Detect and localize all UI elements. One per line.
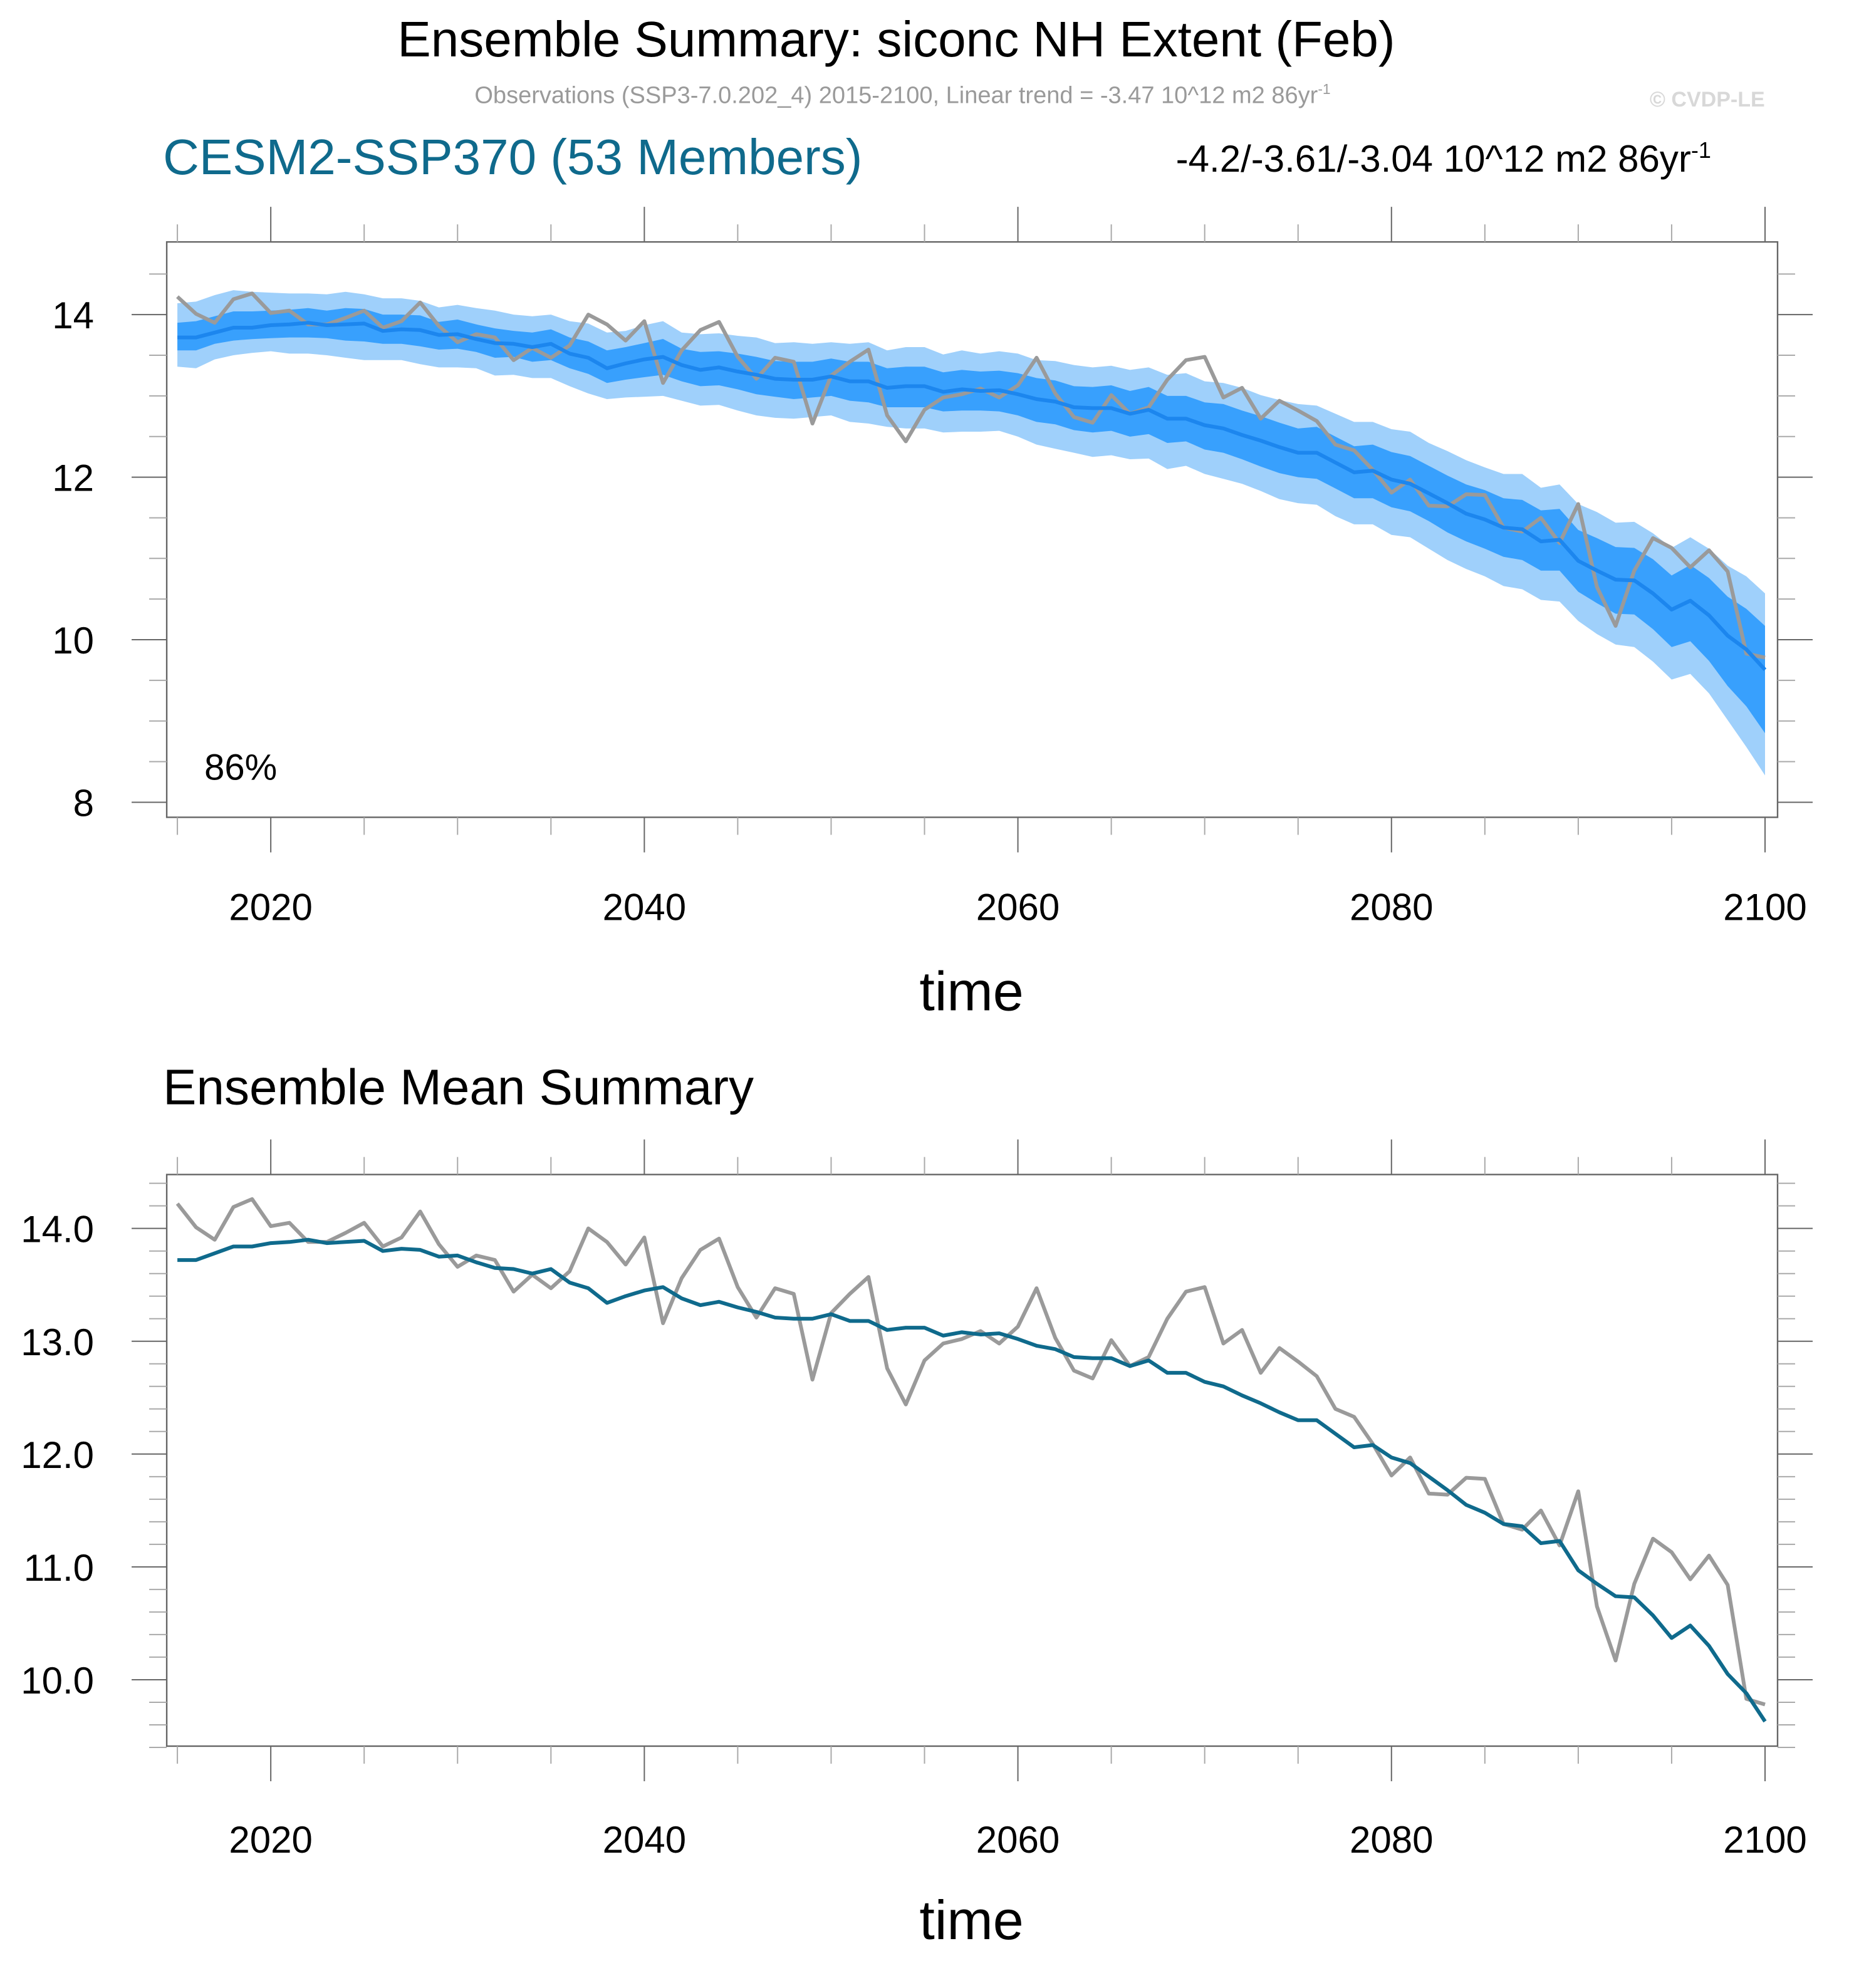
y-tick-label: 14.0 bbox=[21, 1209, 94, 1251]
plot-frame bbox=[165, 241, 1779, 818]
figure-title: Ensemble Summary: siconc NH Extent (Feb) bbox=[397, 13, 1395, 68]
lower-panel-title: Ensemble Mean Summary bbox=[163, 1060, 754, 1116]
copyright-label: © CVDP-LE bbox=[1649, 88, 1765, 112]
trend-range-exponent: -1 bbox=[1690, 138, 1711, 164]
x-axis-label: time bbox=[919, 960, 1023, 1023]
x-tick-label: 2080 bbox=[1350, 887, 1434, 929]
x-axis-label: time bbox=[919, 1889, 1023, 1951]
y-tick-label: 12 bbox=[52, 457, 94, 499]
plot-frame bbox=[165, 1174, 1779, 1747]
y-tick-label: 14 bbox=[52, 294, 94, 336]
y-tick-label: 13.0 bbox=[21, 1321, 94, 1363]
lower-panel: 10.0 11.0 12.0 13.0 14.0 2020 2040 2060 2080 2100… bbox=[21, 1139, 1813, 1951]
y-tick-label: 8 bbox=[73, 782, 94, 824]
x-tick-label: 2100 bbox=[1723, 1819, 1807, 1861]
y-tick-label: 10.0 bbox=[21, 1660, 94, 1702]
x-tick-label: 2020 bbox=[229, 887, 313, 929]
y-tick-label: 12.0 bbox=[21, 1434, 94, 1476]
percentage-annotation: 86% bbox=[204, 747, 277, 788]
y-tick-label: 11.0 bbox=[24, 1547, 94, 1589]
ensemble-mean-line bbox=[177, 321, 1767, 672]
x-tick-label: 2040 bbox=[603, 1819, 687, 1861]
upper-panel: 8 10 12 14 2020 2040 2060 2080 2100 time 86% bbox=[52, 207, 1813, 1023]
x-tick-label: 2060 bbox=[976, 887, 1060, 929]
ensemble-mean-line bbox=[177, 1237, 1767, 1723]
inner-spread-band bbox=[177, 308, 1765, 734]
x-tick-label: 2020 bbox=[229, 1819, 313, 1861]
observations-subtitle-exponent: -1 bbox=[1318, 83, 1331, 98]
x-tick-label: 2080 bbox=[1350, 1819, 1434, 1861]
model-title: CESM2-SSP370 (53 Members) bbox=[163, 130, 863, 186]
observations-subtitle: Observations (SSP3-7.0.202_4) 2015-2100,… bbox=[0, 83, 1805, 111]
trend-range-text: -4.2/-3.61/-3.04 10^12 m2 86yr bbox=[1175, 139, 1691, 181]
observations-line bbox=[175, 1197, 1766, 1707]
x-tick-label: 2040 bbox=[603, 887, 687, 929]
x-tick-label: 2060 bbox=[976, 1819, 1060, 1861]
trend-range-label: -4.2/-3.61/-3.04 10^12 m2 86yr-1 bbox=[1176, 138, 1711, 182]
x-tick-label: 2100 bbox=[1723, 887, 1807, 929]
observations-subtitle-text: Observations (SSP3-7.0.202_4) 2015-2100,… bbox=[474, 83, 1318, 110]
y-tick-label: 10 bbox=[52, 620, 94, 662]
